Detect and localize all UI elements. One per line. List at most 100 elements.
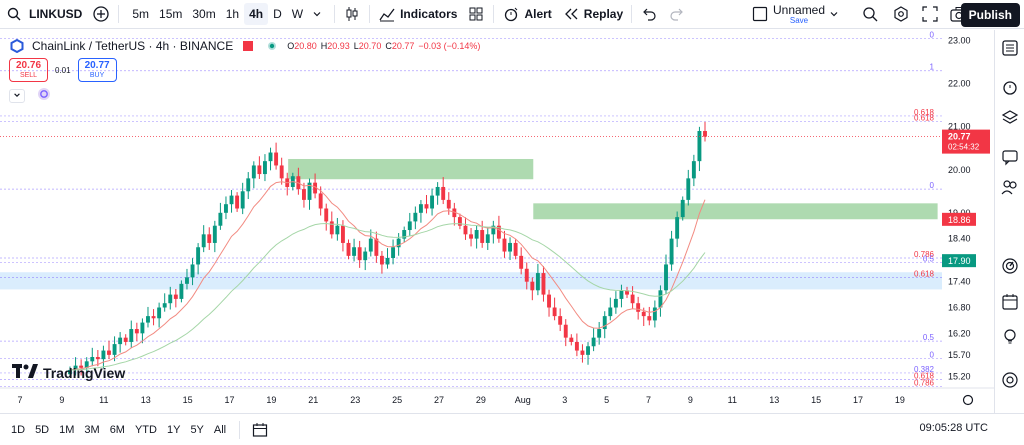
- candle-body[interactable]: [385, 258, 390, 265]
- candle-body[interactable]: [586, 346, 590, 355]
- candle-body[interactable]: [563, 324, 568, 338]
- candle-body[interactable]: [196, 247, 201, 265]
- candle-body[interactable]: [123, 337, 128, 342]
- candle-body[interactable]: [190, 264, 195, 278]
- candle-body[interactable]: [79, 365, 84, 368]
- publish-button[interactable]: Publish: [960, 3, 1020, 27]
- support-zone-blue[interactable]: [0, 272, 942, 290]
- range-5d[interactable]: 5D: [35, 423, 50, 436]
- candle-body[interactable]: [636, 303, 641, 312]
- candle-body[interactable]: [263, 161, 267, 175]
- community-button[interactable]: [1000, 179, 1020, 199]
- candle-body[interactable]: [430, 195, 435, 209]
- chart-type-button[interactable]: [338, 0, 366, 29]
- timeframe-30m[interactable]: 30m: [192, 7, 216, 21]
- alerts-button[interactable]: [1000, 79, 1020, 99]
- flag-icon[interactable]: [239, 37, 257, 55]
- candle-body[interactable]: [357, 247, 362, 261]
- candle-body[interactable]: [535, 273, 540, 291]
- candle-body[interactable]: [669, 238, 674, 265]
- help-button[interactable]: [1000, 371, 1020, 392]
- candle-body[interactable]: [647, 316, 652, 321]
- ema-slow-line[interactable]: [69, 222, 706, 371]
- candle-body[interactable]: [73, 365, 78, 370]
- quick-search-button[interactable]: [856, 0, 884, 29]
- price-chart[interactable]: 010.6180.61800.7860.50.6180.500.3820.618…: [0, 30, 994, 413]
- candle-body[interactable]: [340, 225, 345, 243]
- candle-body[interactable]: [90, 357, 95, 362]
- candle-body[interactable]: [441, 186, 446, 200]
- buy-button[interactable]: 20.77 BUY: [77, 58, 117, 82]
- timeframe-1h[interactable]: 1h: [225, 7, 240, 21]
- candle-body[interactable]: [224, 204, 228, 213]
- candle-body[interactable]: [547, 294, 551, 308]
- price-level-badge[interactable]: [942, 254, 976, 268]
- candle-body[interactable]: [463, 225, 468, 235]
- candle-body[interactable]: [530, 281, 535, 291]
- candle-body[interactable]: [179, 283, 184, 299]
- candle-body[interactable]: [168, 294, 173, 304]
- candle-body[interactable]: [374, 238, 379, 256]
- candle-body[interactable]: [229, 195, 234, 205]
- timeframe-5m[interactable]: 5m: [132, 7, 150, 21]
- candle-body[interactable]: [675, 217, 680, 239]
- range-3m[interactable]: 3M: [84, 423, 100, 436]
- candle-body[interactable]: [185, 277, 189, 284]
- candle-body[interactable]: [496, 225, 501, 239]
- candle-body[interactable]: [686, 178, 691, 200]
- range-5y[interactable]: 5Y: [190, 423, 204, 436]
- redo-button[interactable]: [663, 0, 691, 29]
- candle-body[interactable]: [552, 307, 557, 317]
- watchlist-button[interactable]: [1000, 39, 1020, 60]
- candle-body[interactable]: [580, 350, 585, 355]
- candle-body[interactable]: [279, 165, 284, 179]
- candle-body[interactable]: [157, 307, 162, 319]
- utc-clock[interactable]: 09:05:28 UTC: [919, 422, 988, 434]
- candle-body[interactable]: [235, 195, 240, 209]
- candle-body[interactable]: [246, 178, 251, 192]
- chevron-down-icon[interactable]: [308, 5, 326, 23]
- candle-body[interactable]: [413, 212, 418, 222]
- undo-button[interactable]: [635, 0, 663, 29]
- candle-body[interactable]: [402, 230, 407, 239]
- axis-settings-icon[interactable]: [962, 394, 974, 406]
- alert-button[interactable]: Alert: [497, 0, 556, 29]
- candle-body[interactable]: [480, 230, 485, 243]
- candle-body[interactable]: [652, 307, 657, 321]
- range-1d[interactable]: 1D: [11, 423, 26, 436]
- candle-body[interactable]: [301, 189, 306, 200]
- candle-body[interactable]: [457, 217, 462, 226]
- candle-body[interactable]: [630, 294, 635, 304]
- timeframe-d[interactable]: D: [273, 7, 282, 21]
- fullscreen-button[interactable]: [916, 0, 944, 29]
- candle-body[interactable]: [112, 344, 117, 355]
- candle-body[interactable]: [597, 329, 602, 338]
- settings-button[interactable]: [887, 0, 915, 29]
- candle-body[interactable]: [218, 212, 223, 226]
- candle-body[interactable]: [697, 131, 702, 162]
- candle-body[interactable]: [613, 298, 618, 308]
- replay-button[interactable]: Replay: [557, 0, 628, 29]
- candle-body[interactable]: [129, 329, 134, 342]
- candle-body[interactable]: [680, 199, 685, 218]
- candle-body[interactable]: [151, 316, 156, 319]
- candle-body[interactable]: [146, 316, 150, 323]
- candle-body[interactable]: [68, 369, 72, 375]
- range-1m[interactable]: 1M: [59, 423, 75, 436]
- tradingview-logo[interactable]: TradingView: [12, 364, 125, 381]
- candle-body[interactable]: [140, 322, 145, 334]
- candle-body[interactable]: [329, 221, 334, 235]
- candle-body[interactable]: [274, 152, 279, 166]
- candle-body[interactable]: [664, 264, 668, 291]
- range-all[interactable]: All: [213, 423, 227, 436]
- indicators-button[interactable]: Indicators: [373, 0, 462, 29]
- candle-body[interactable]: [569, 337, 574, 342]
- chevron-down-icon[interactable]: [825, 5, 843, 23]
- candle-body[interactable]: [251, 165, 256, 179]
- candle-body[interactable]: [435, 186, 440, 196]
- indicator-visibility-button[interactable]: [36, 87, 52, 103]
- candle-body[interactable]: [84, 361, 89, 368]
- supply-zone-upper[interactable]: [288, 158, 534, 180]
- timeframe-15m[interactable]: 15m: [159, 7, 183, 21]
- candle-body[interactable]: [268, 152, 273, 162]
